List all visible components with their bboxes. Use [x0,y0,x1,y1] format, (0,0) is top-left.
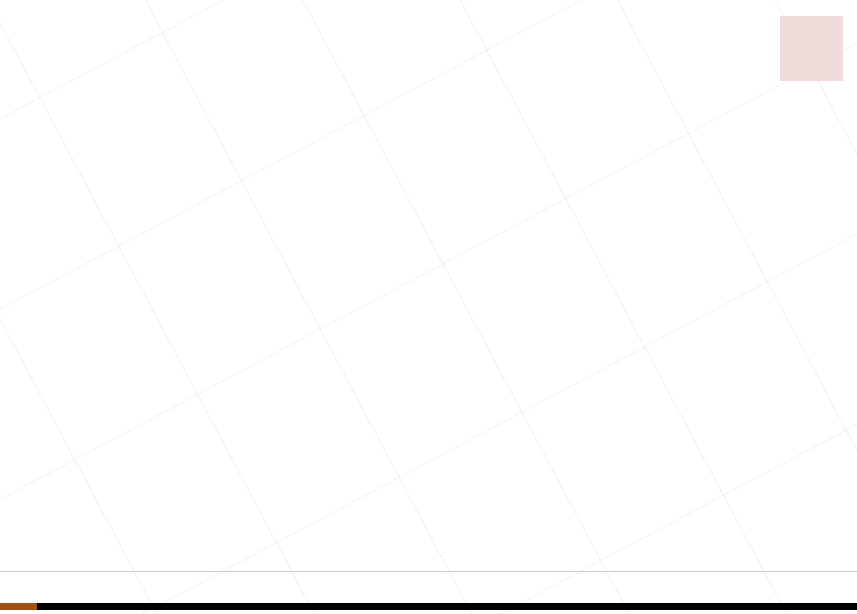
footer-divider [0,571,857,572]
bottom-bar [0,603,857,610]
footer [0,584,857,600]
bottom-bar-accent [0,603,37,610]
rating-group-logo [780,16,843,81]
